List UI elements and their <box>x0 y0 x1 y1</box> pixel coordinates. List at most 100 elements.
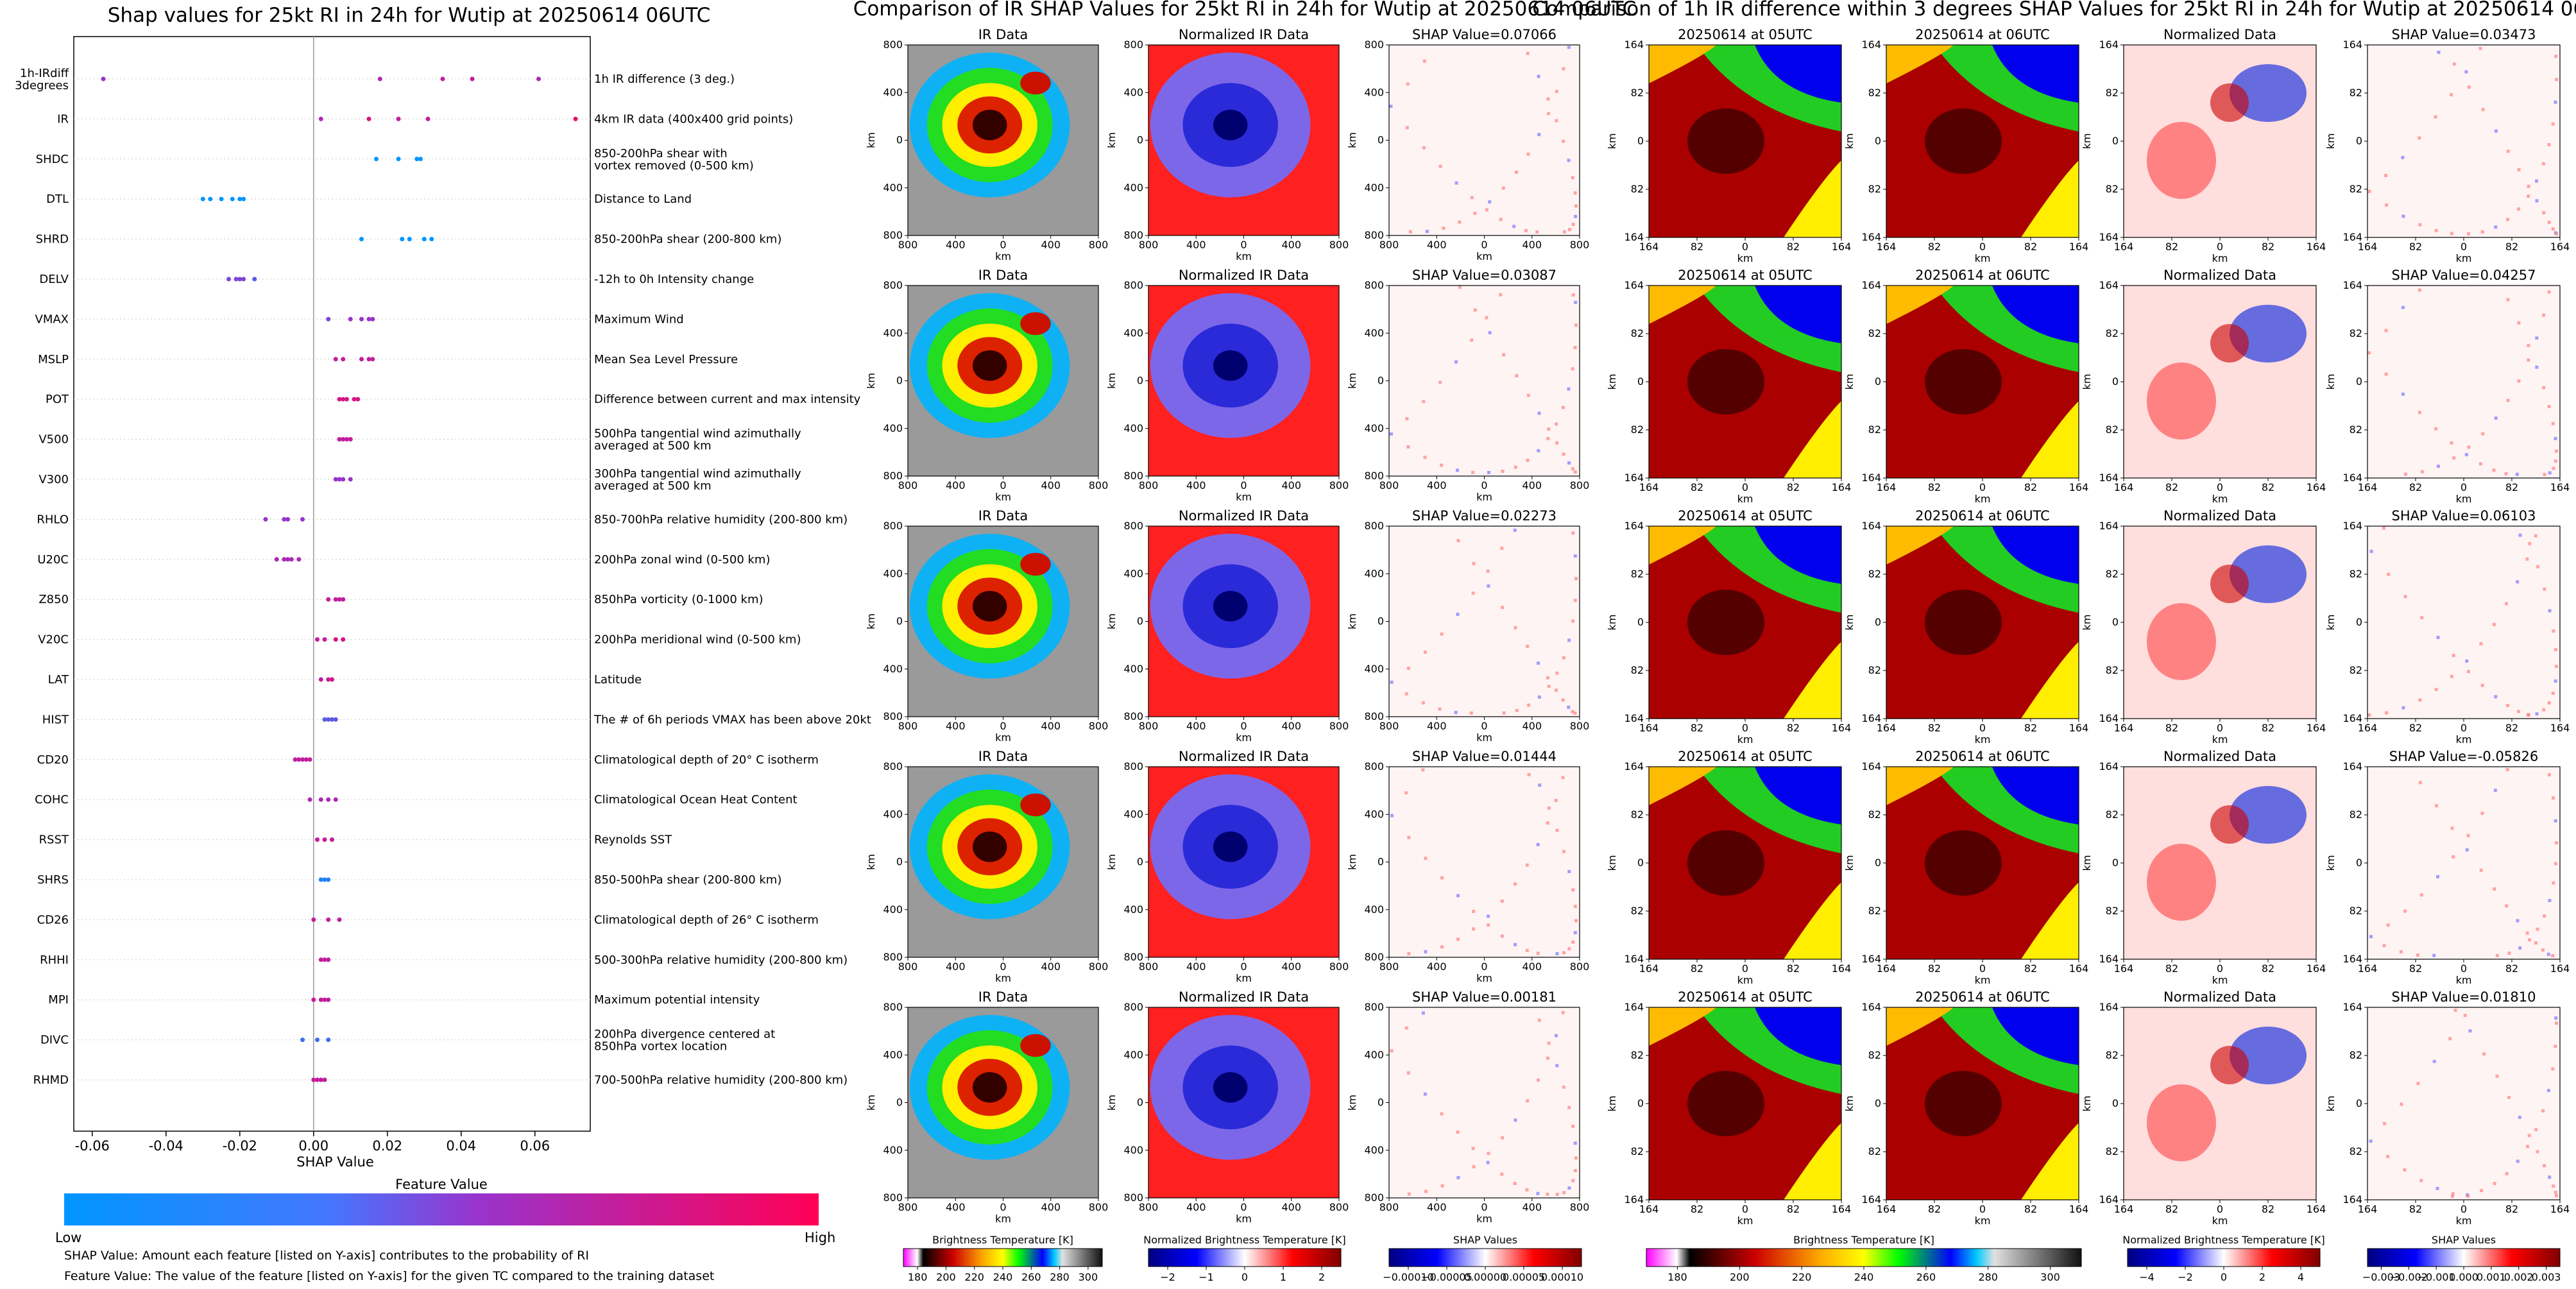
shap-point <box>326 997 331 1002</box>
feature-label: Z850 <box>38 593 69 606</box>
shap-speck <box>1421 1011 1425 1015</box>
panel-y-tick-label: 800 <box>1364 229 1384 241</box>
feature-desc: 300hPa tangential wind azimuthally averag… <box>594 467 801 493</box>
cloud-core <box>1687 349 1764 414</box>
panel-x-tick-label: 400 <box>1281 720 1301 732</box>
panel-y-axis-label: km <box>865 373 877 389</box>
ir-normalized-colorbar-tick-label: −2 <box>1160 1271 1175 1283</box>
panel-y-tick-label: 82 <box>1631 423 1644 436</box>
panel-x-tick-label: 400 <box>1041 1201 1061 1213</box>
plot-frame <box>73 36 591 1132</box>
panel-x-axis-label: km <box>1476 1213 1492 1225</box>
shap-point <box>322 877 327 882</box>
shap-speck <box>2554 436 2557 440</box>
shap-speck <box>2401 392 2405 396</box>
shap-speck <box>1546 1192 1549 1196</box>
panel-title: IR Data <box>978 989 1028 1005</box>
shap-speck <box>2541 162 2545 166</box>
shap-speck <box>1573 346 1577 350</box>
panel-y-tick-label: 400 <box>883 567 903 579</box>
cloud-core <box>1687 108 1764 174</box>
shap-speck <box>1571 176 1574 180</box>
shap-speck <box>2504 472 2508 475</box>
shap-speck <box>2385 203 2389 207</box>
panel-y-tick-label: 164 <box>2342 1001 2362 1013</box>
panel-x-axis-label: km <box>1476 731 1492 744</box>
shap-point <box>341 397 346 402</box>
shap-point <box>326 917 331 922</box>
shap-point <box>237 196 243 201</box>
shap-speck <box>2517 321 2521 325</box>
shap-speck <box>1567 228 1571 232</box>
panel-x-tick-label: 400 <box>1186 960 1206 973</box>
panel-x-tick-label: 0 <box>1742 481 1748 493</box>
shap-speck <box>2554 819 2557 823</box>
shap-speck <box>1573 554 1577 558</box>
diff-shap-colorbar-tick-label: 0.003 <box>2532 1271 2561 1283</box>
panel-y-tick-label: 0 <box>1137 615 1143 627</box>
shap-speck <box>1573 1141 1577 1145</box>
diff-shap-colorbar-label: SHAP Values <box>2432 1234 2496 1246</box>
panel-x-tick-label: 800 <box>898 720 918 732</box>
shap-speck <box>2492 622 2496 626</box>
feature-desc-line: Maximum potential intensity <box>594 993 760 1007</box>
shap-speck <box>1554 799 1558 803</box>
feature-label: U20C <box>37 553 69 567</box>
shap-speck <box>1574 214 1578 218</box>
shap-point <box>318 1077 323 1082</box>
shap-speck <box>2548 471 2552 475</box>
panel-x-tick-label: 800 <box>1329 960 1349 973</box>
shap-speck <box>1501 186 1505 190</box>
shap-speck <box>1472 927 1476 931</box>
shap-speck <box>2451 1192 2455 1196</box>
shap-point <box>341 597 346 602</box>
colorbar-low-label: Low <box>55 1230 81 1245</box>
shap-speck <box>2548 609 2552 613</box>
feature-label-line: POT <box>46 393 69 406</box>
shap-speck <box>1526 458 1530 462</box>
panel-y-tick-label: 800 <box>883 760 903 773</box>
shap-point <box>315 1077 320 1082</box>
shap-point <box>230 196 235 201</box>
shap-point <box>322 837 327 842</box>
panel-x-axis-label: km <box>1236 491 1252 503</box>
panel-x-tick-label: 400 <box>1427 239 1447 251</box>
shap-speck <box>1555 671 1559 675</box>
panel-x-tick-label: 82 <box>2165 722 2178 734</box>
shap-speck <box>1546 1056 1549 1060</box>
feature-desc: Reynolds SST <box>594 833 672 847</box>
panel-y-tick-label: 82 <box>1631 905 1644 917</box>
panel-y-tick-label: 800 <box>883 1001 903 1013</box>
shap-point <box>341 637 346 642</box>
feature-desc: 850-700hPa relative humidity (200-800 km… <box>594 513 848 526</box>
shap-speck <box>1573 470 1577 474</box>
feature-label-line: DTL <box>46 192 69 206</box>
cloud-core <box>1925 1071 2002 1136</box>
shap-speck <box>1562 656 1565 660</box>
panel-y-tick-label: 0 <box>2356 1097 2362 1109</box>
panel-y-axis-label: km <box>1606 133 1618 149</box>
cloud-blue-region <box>1755 767 1841 824</box>
cloud-warm-region <box>2021 160 2079 237</box>
panel-y-tick-label: 800 <box>883 951 903 963</box>
panel-y-tick-label: 82 <box>2106 183 2119 195</box>
shap-point <box>345 437 349 442</box>
shap-speck <box>2547 405 2551 409</box>
panel-y-tick-label: 800 <box>1364 1001 1384 1013</box>
shap-point <box>573 116 578 121</box>
shap-point <box>348 316 353 321</box>
panel-x-tick-label: 0 <box>1742 1203 1748 1215</box>
panel-x-tick-label: 164 <box>2358 481 2378 493</box>
shap-speck <box>2535 712 2539 716</box>
panel-x-tick-label: 400 <box>1281 239 1301 251</box>
panel-x-tick-label: 82 <box>1787 481 1800 493</box>
shap-speck <box>2505 768 2509 772</box>
panel-y-tick-label: 0 <box>1378 134 1384 146</box>
shap-speck <box>2542 1164 2546 1168</box>
panel-title: 20250614 at 06UTC <box>1915 749 2050 764</box>
panel-x-tick-label: 82 <box>1691 722 1703 734</box>
shap-speck <box>1571 531 1575 535</box>
shap-speck <box>2516 580 2520 584</box>
shap-speck <box>2452 456 2456 460</box>
feature-label-line: MSLP <box>38 353 69 366</box>
